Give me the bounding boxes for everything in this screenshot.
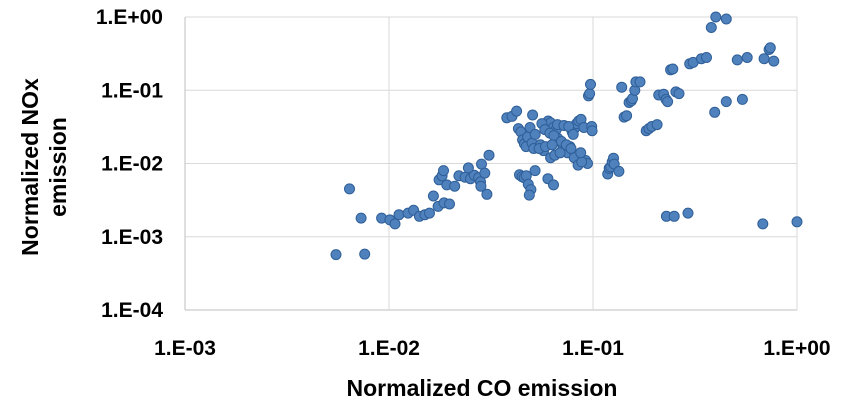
data-point [720,13,732,25]
data-point [393,209,405,221]
data-point [527,109,539,121]
data-point [764,42,776,54]
data-point [483,149,495,161]
data-point [567,128,579,140]
data-points [330,11,803,261]
data-point [548,179,559,191]
data-point [462,162,474,174]
data-point [709,106,721,118]
y-tick-label: 1.E-04 [101,299,163,322]
data-point [613,165,625,177]
data-point [768,55,780,67]
data-point [634,76,646,88]
data-point [576,156,588,168]
data-point [651,119,663,131]
data-point [355,212,367,224]
y-tick-label: 1.E-02 [101,153,163,176]
x-tick-label: 1.E+00 [763,337,830,360]
data-point [757,218,769,230]
data-point [673,88,685,100]
data-point [424,207,435,219]
data-point [427,190,439,202]
data-point [575,147,587,159]
data-point [565,143,577,154]
data-point [546,139,558,151]
data-point [791,216,803,228]
data-point [682,207,694,219]
data-point [586,125,598,137]
y-axis-title-line-1: Normalized NOx [17,78,43,256]
data-point [741,52,753,63]
data-point [585,78,596,90]
data-point [449,180,461,192]
data-point [554,147,566,159]
data-point [710,11,722,23]
data-point [758,53,770,65]
data-point [476,158,487,170]
data-point [720,96,732,108]
x-axis-title: Normalized CO emission [347,375,618,401]
data-point [584,88,596,100]
data-point [444,198,455,210]
y-axis-title-line-2: emission [45,117,71,217]
data-point [438,165,449,177]
data-point [662,96,674,108]
data-point [330,249,342,261]
x-tick-label: 1.E-02 [358,337,420,360]
data-point [523,189,535,201]
data-point [344,183,355,195]
data-point [621,110,633,122]
x-tick-label: 1.E-01 [562,337,624,360]
x-tick-label: 1.E-03 [154,337,216,360]
y-tick-label: 1.E-01 [101,79,163,102]
y-tick-label: 1.E+00 [96,6,163,29]
data-point [475,180,487,192]
data-point [511,105,523,117]
data-point [736,93,748,105]
data-point [667,63,679,75]
data-point [616,81,628,93]
tick-labels: 1.E-04 1.E-03 1.E-02 1.E-01 1.E+00 1.E-03 1.E-… [96,6,831,360]
data-point [705,22,717,33]
data-point [529,128,541,140]
data-point [389,218,401,230]
data-point [359,248,371,260]
data-point [668,210,680,222]
data-point [479,167,491,179]
data-point [481,188,493,200]
data-point [529,165,541,177]
gridlines [184,16,798,311]
data-point [701,52,712,63]
y-axis-title: Normalized NOx emission [17,78,71,256]
data-point [731,54,743,66]
y-tick-label: 1.E-03 [101,226,163,249]
